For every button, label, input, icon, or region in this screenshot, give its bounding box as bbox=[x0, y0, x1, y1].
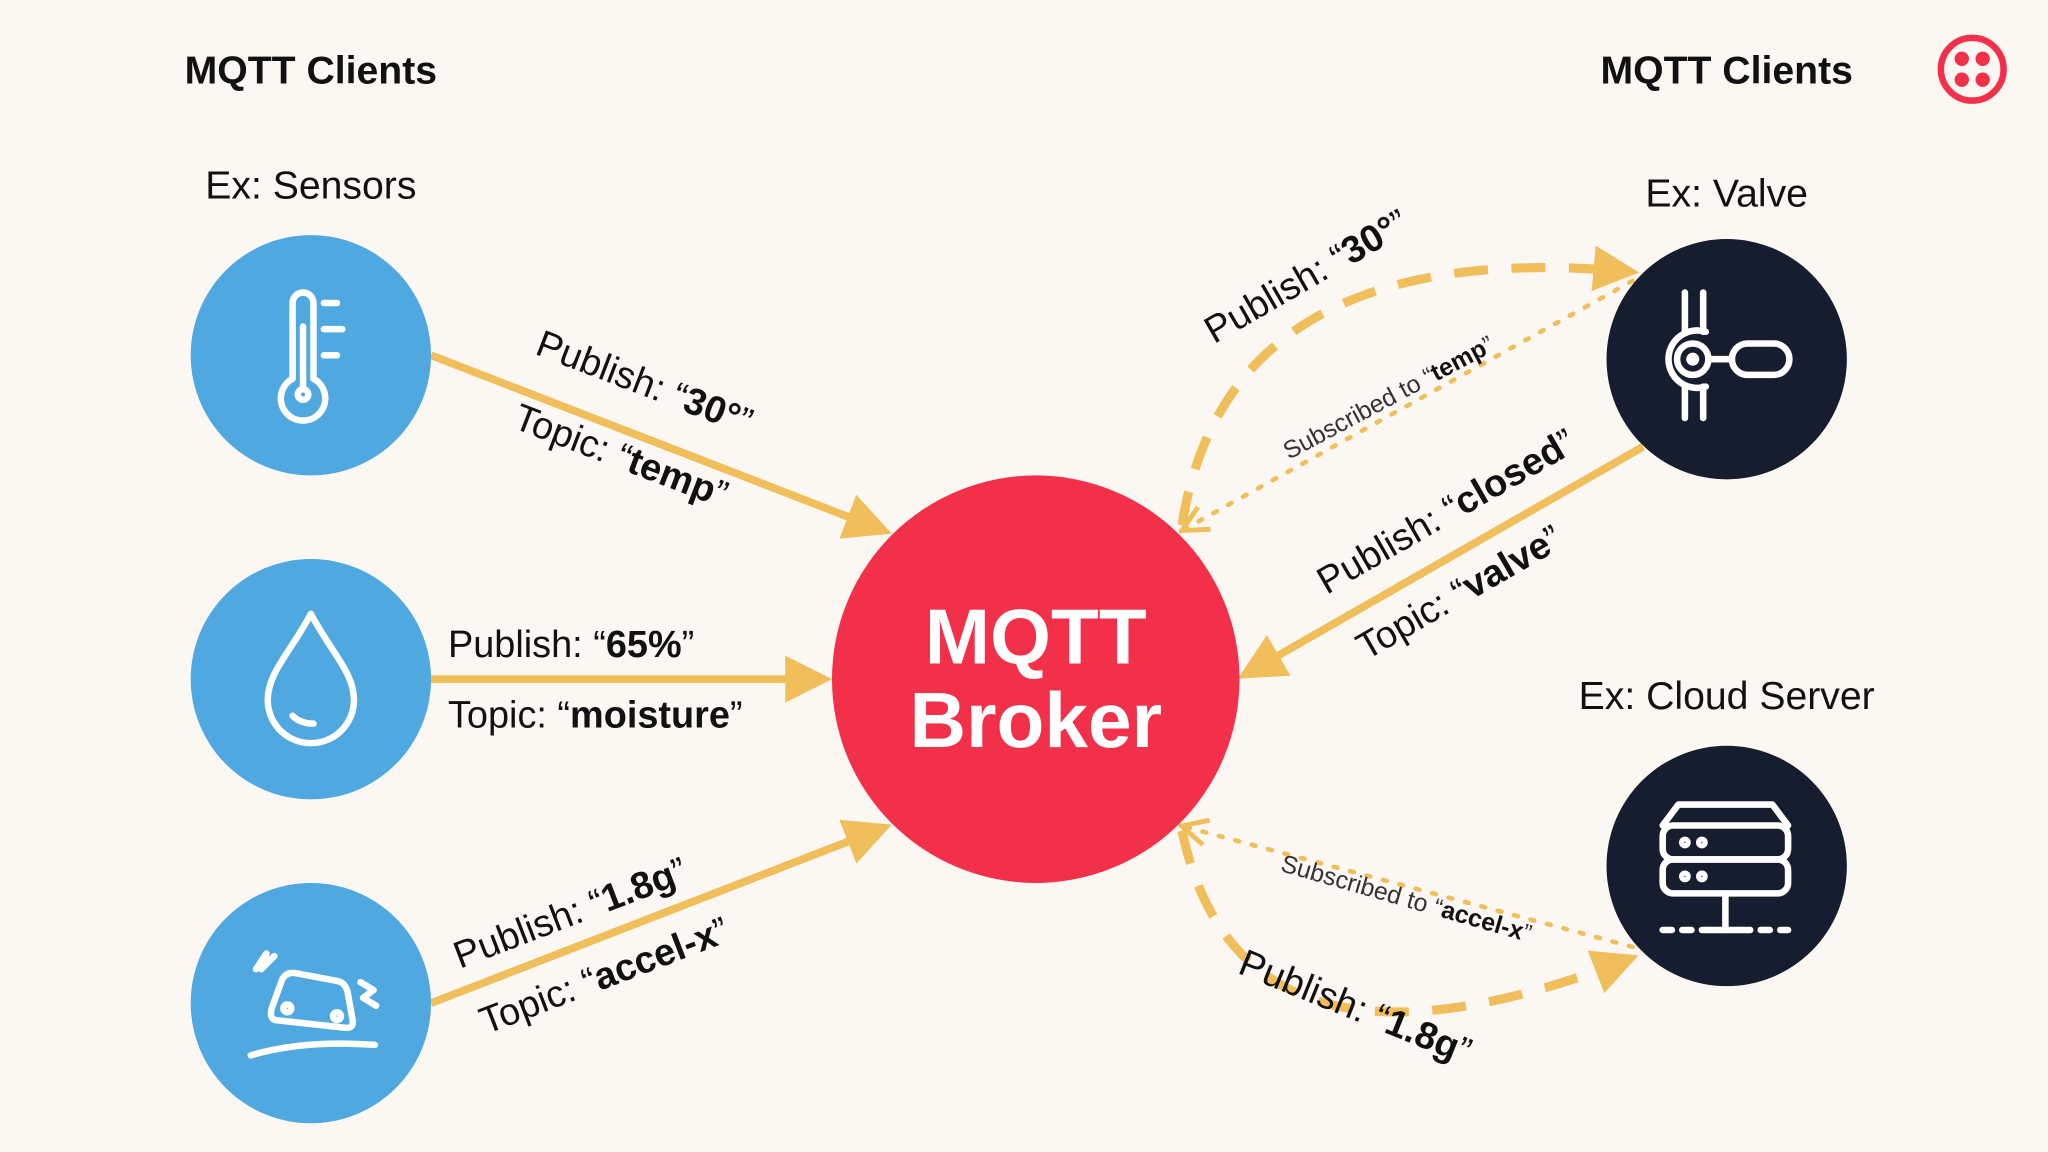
cloud-caption: Ex: Cloud Server bbox=[1579, 675, 1875, 718]
label-moisture-topic: Topic: “moisture” bbox=[448, 695, 743, 737]
subscription-valve bbox=[1185, 278, 1635, 529]
label-cloud-subscription: Subscribed to “accel-x” bbox=[1278, 851, 1535, 948]
sensor-accel-node bbox=[190, 882, 432, 1124]
header-right: MQTT Clients bbox=[1600, 50, 1852, 93]
valve-caption: Ex: Valve bbox=[1645, 172, 1808, 215]
header-left: MQTT Clients bbox=[185, 50, 437, 93]
broker-title-line1: MQTT bbox=[925, 593, 1147, 681]
arrow-valve bbox=[1237, 443, 1646, 679]
valve-icon bbox=[1665, 289, 1793, 422]
label-valve-subscription: Subscribed to “temp” bbox=[1279, 331, 1499, 465]
valve-node bbox=[1606, 239, 1847, 480]
sensors-caption: Ex: Sensors bbox=[205, 165, 416, 208]
mqtt-broker-node: MQTT Broker bbox=[832, 475, 1240, 883]
water-drop-icon bbox=[264, 610, 358, 747]
arrow-temp bbox=[429, 351, 892, 539]
arrow-broker-to-cloud bbox=[1177, 829, 1639, 1017]
thermometer-icon bbox=[277, 289, 346, 424]
sensor-temp-node bbox=[190, 235, 432, 476]
label-moisture-publish: Publish: “65%” bbox=[448, 624, 694, 666]
cloud-server-node bbox=[1606, 745, 1847, 987]
car-skid-icon bbox=[247, 950, 380, 1059]
broker-title-line2: Broker bbox=[909, 676, 1162, 764]
twilio-logo-icon bbox=[1937, 34, 2007, 104]
arrow-broker-to-valve bbox=[1177, 245, 1640, 526]
arrow-accel bbox=[429, 819, 892, 1007]
sensor-moisture-node bbox=[190, 559, 432, 800]
label-valve-receive: Publish: “30°” bbox=[1198, 202, 1416, 352]
server-icon bbox=[1659, 801, 1792, 934]
